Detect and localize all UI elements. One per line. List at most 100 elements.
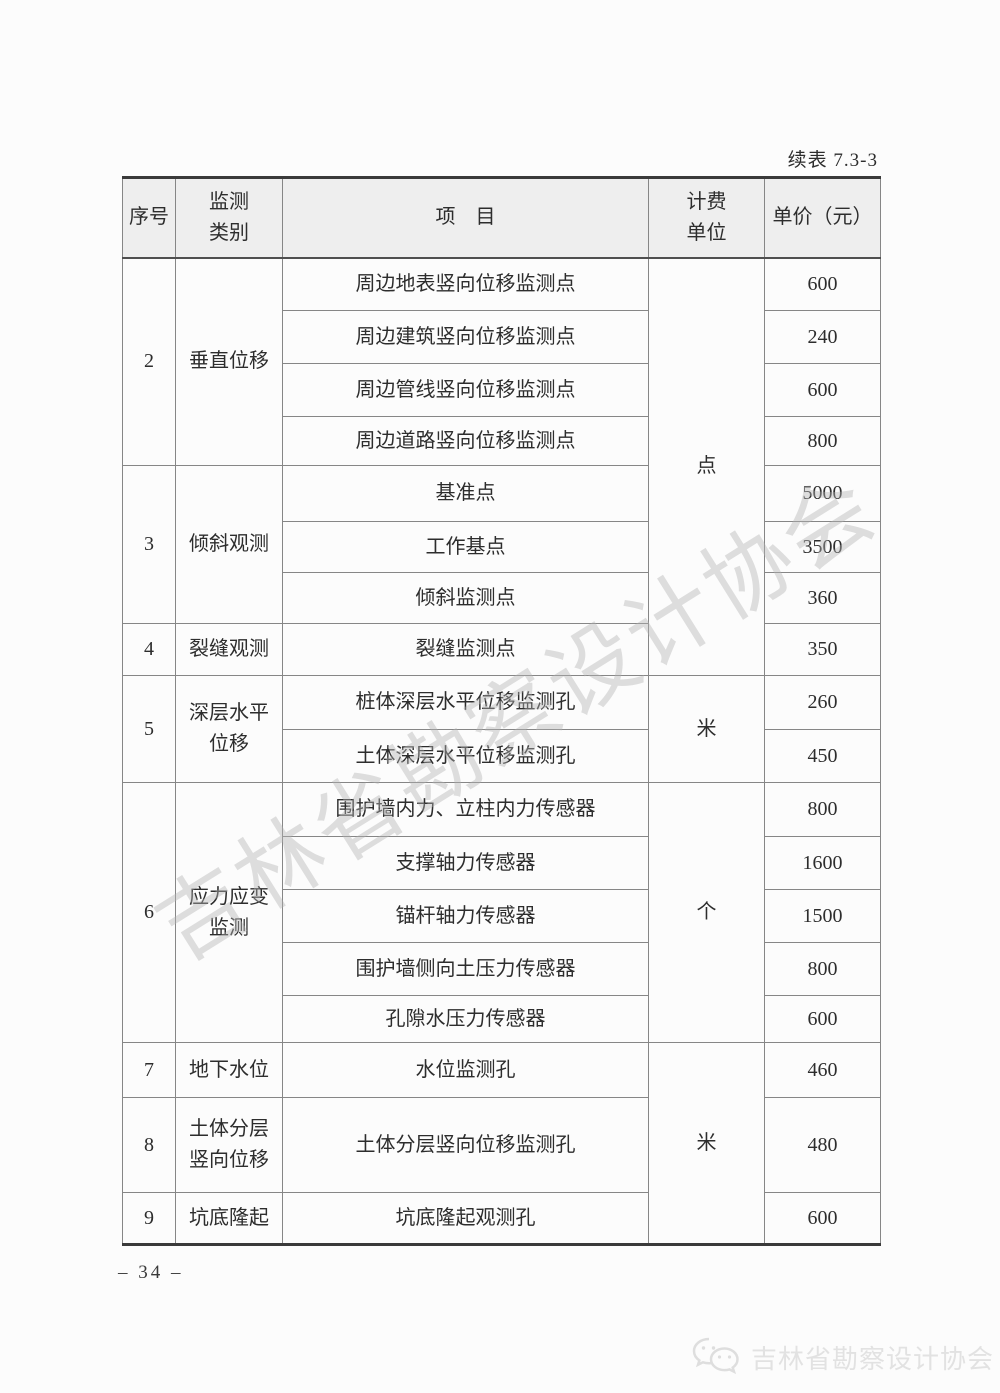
table-row: 9 坑底隆起 坑底隆起观测孔 600 — [122, 1192, 881, 1245]
header-item: 项 目 — [282, 177, 649, 259]
item-cell: 周边管线竖向位移监测点 — [282, 363, 649, 417]
seq-cell: 8 — [122, 1097, 176, 1193]
price-cell: 5000 — [764, 465, 881, 522]
price-cell: 600 — [764, 995, 881, 1043]
item-cell: 土体深层水平位移监测孔 — [282, 729, 649, 783]
price-cell: 600 — [764, 363, 881, 417]
price-cell: 800 — [764, 782, 881, 837]
price-cell: 360 — [764, 572, 881, 624]
header-unit-line1: 计费 — [686, 190, 727, 213]
table-row: 周边管线竖向位移监测点 600 — [123, 363, 881, 417]
table-row: 工作基点 3500 — [123, 521, 881, 573]
category-line1: 应力应变 — [189, 885, 269, 908]
price-cell: 1500 — [764, 889, 881, 943]
seq-cell: 6 — [122, 782, 176, 1043]
item-cell: 基准点 — [282, 465, 649, 522]
seq-cell: 7 — [122, 1042, 176, 1098]
price-cell: 260 — [764, 675, 881, 730]
wechat-icon — [692, 1337, 739, 1375]
item-cell: 围护墙侧向土压力传感器 — [282, 942, 649, 996]
seq-cell: 5 — [122, 675, 176, 783]
price-cell: 800 — [764, 942, 881, 996]
header-row: 序号 监测类别 项 目 计费单位 单价（元） — [122, 177, 881, 259]
seq-cell: 3 — [122, 465, 176, 624]
table-row: 周边道路竖向位移监测点 800 — [123, 416, 881, 466]
item-cell: 孔隙水压力传感器 — [282, 995, 649, 1043]
header-seq: 序号 — [122, 177, 176, 259]
item-cell: 水位监测孔 — [282, 1042, 649, 1098]
category-line1: 土体分层 — [189, 1118, 269, 1140]
price-cell: 3500 — [764, 521, 881, 573]
price-cell: 1600 — [764, 836, 881, 890]
category-cell: 垂直位移 — [175, 257, 283, 466]
unit-cell: 点 — [648, 257, 765, 676]
price-cell: 600 — [764, 257, 881, 311]
page-number: – 34 – — [118, 1262, 184, 1283]
category-line2: 竖向位移 — [189, 1149, 269, 1171]
item-cell: 工作基点 — [282, 521, 649, 573]
table-row: 支撑轴力传感器 1600 — [123, 836, 881, 890]
item-cell: 周边地表竖向位移监测点 — [282, 257, 649, 311]
table-row: 锚杆轴力传感器 1500 — [123, 889, 881, 943]
item-cell: 支撑轴力传感器 — [282, 836, 649, 890]
price-cell: 600 — [764, 1192, 881, 1245]
table-caption: 续表 7.3-3 — [787, 150, 878, 171]
header-unit-line2: 单位 — [686, 221, 727, 244]
brand-text: 吉林省勘察设计协会 — [751, 1344, 995, 1374]
category-cell: 地下水位 — [175, 1042, 283, 1098]
item-cell: 裂缝监测点 — [282, 623, 649, 676]
table-row: 2 垂直位移 周边地表竖向位移监测点 点 600 — [122, 257, 881, 676]
table-row: 周边建筑竖向位移监测点 240 — [123, 310, 881, 364]
table-row: 4 裂缝观测 裂缝监测点 350 — [122, 623, 881, 676]
category-cell: 倾斜观测 — [175, 465, 283, 624]
item-cell: 锚杆轴力传感器 — [282, 889, 649, 943]
category-line1: 垂直位移 — [189, 350, 269, 373]
price-cell: 800 — [764, 416, 881, 466]
category-line2: 监测 — [209, 916, 249, 939]
unit-cell: 米 — [648, 1042, 765, 1245]
table-row: 7 地下水位 水位监测孔 米 460 — [122, 1042, 881, 1245]
seq-cell: 4 — [122, 623, 176, 676]
category-cell: 应力应变 监测 — [175, 782, 283, 1043]
price-cell: 480 — [764, 1097, 881, 1193]
header-price: 单价（元） — [764, 177, 881, 259]
category-cell: 坑底隆起 — [175, 1192, 283, 1245]
brand-footer: 吉林省勘察设计协会 — [692, 1336, 994, 1378]
table-row: 3 倾斜观测 基准点 5000 — [122, 465, 881, 624]
item-cell: 倾斜监测点 — [282, 572, 649, 624]
price-cell: 240 — [764, 310, 881, 364]
item-cell: 围护墙内力、立柱内力传感器 — [282, 782, 649, 837]
unit-cell: 米 — [648, 675, 765, 783]
category-line1: 深层水平 — [189, 702, 269, 724]
item-cell: 土体分层竖向位移监测孔 — [282, 1097, 649, 1193]
item-cell: 坑底隆起观测孔 — [282, 1192, 649, 1245]
category-line1: 倾斜观测 — [189, 533, 269, 555]
table-row: 孔隙水压力传感器 600 — [123, 995, 881, 1043]
header-category: 监测 类别 — [175, 177, 283, 259]
category-cell: 土体分层 竖向位移 — [175, 1097, 283, 1193]
item-cell: 桩体深层水平位移监测孔 — [282, 675, 649, 730]
price-cell: 450 — [764, 729, 881, 783]
seq-cell: 2 — [122, 257, 176, 466]
table-row: 5 深层水平位移 桩体深层水平位移监测孔 米 260 — [122, 675, 881, 783]
item-cell: 周边道路竖向位移监测点 — [282, 416, 649, 466]
price-cell: 350 — [764, 623, 881, 676]
category-line1: 坑底隆起 — [189, 1206, 269, 1229]
category-line1: 裂缝观测 — [189, 638, 269, 660]
seq-cell: 9 — [122, 1192, 176, 1245]
table-row: 围护墙侧向土压力传感器 800 — [123, 942, 881, 996]
table-row: 8 土体分层竖向位移 土体分层竖向位移监测孔 480 — [122, 1097, 881, 1193]
table-row: 土体深层水平位移监测孔 450 — [123, 729, 881, 783]
item-cell: 周边建筑竖向位移监测点 — [282, 310, 649, 364]
header-category-line2: 类别 — [209, 221, 249, 244]
price-cell: 460 — [764, 1042, 881, 1098]
category-line1: 地下水位 — [189, 1058, 269, 1081]
header-unit: 计费 单位 — [648, 177, 765, 259]
fee-table: 序号 监测 类别 项 目 计费 单位 单价（元） 2 垂直位移 周边地表竖向位移监测… — [122, 176, 881, 1246]
unit-cell: 个 — [648, 782, 765, 1043]
table-row: 倾斜监测点 360 — [123, 572, 881, 624]
table-row: 6 应力应变监测 围护墙内力、立柱内力传感器 个 800 — [122, 782, 881, 1043]
category-line2: 位移 — [209, 733, 249, 755]
header-category-line1: 监测 — [209, 190, 249, 213]
category-cell: 裂缝观测 — [175, 623, 283, 676]
